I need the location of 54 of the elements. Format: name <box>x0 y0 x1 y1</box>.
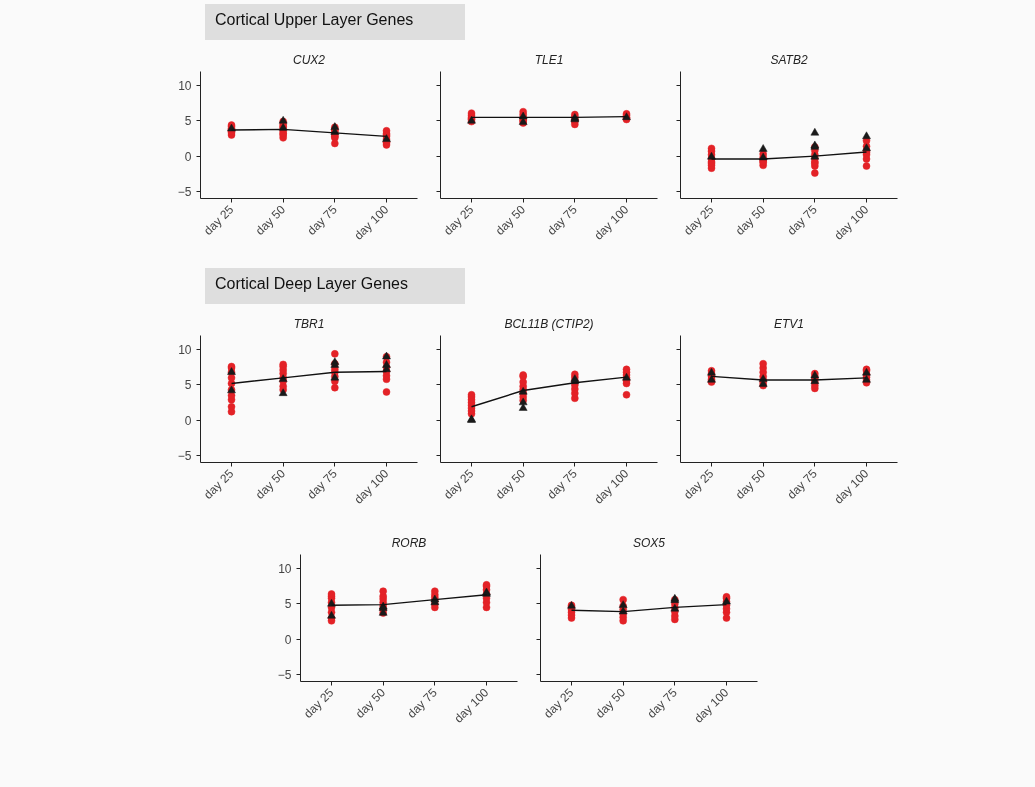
x-tick-label: day 50 <box>252 466 289 502</box>
x-tick-label: day 100 <box>451 685 492 726</box>
x-tick-label: day 75 <box>784 466 821 502</box>
x-tick-label: day 50 <box>592 685 629 721</box>
x-tick-label: day 25 <box>441 202 477 238</box>
x-tick-label: day 75 <box>304 466 341 502</box>
y-tick-label: 10 <box>178 79 192 94</box>
chart-title: TBR1 <box>293 316 325 331</box>
x-tick-label: day 100 <box>591 202 632 243</box>
x-tick-label: day 100 <box>351 202 392 243</box>
chart-title: SATB2 <box>770 52 808 67</box>
x-tick-label: day 100 <box>831 466 872 507</box>
y-tick-label: 5 <box>284 597 292 612</box>
x-tick-label: day 50 <box>732 202 769 238</box>
x-tick-label: day 100 <box>591 466 632 507</box>
y-tick-label: −5 <box>177 184 192 199</box>
text: Cortical Deep Layer Genes <box>215 274 408 294</box>
x-tick-label: day 75 <box>304 202 341 238</box>
chart-title: TLE1 <box>534 52 564 67</box>
x-tick-label: day 100 <box>691 685 732 726</box>
x-tick-label: day 25 <box>201 466 237 502</box>
y-tick-label: −5 <box>277 667 292 682</box>
x-tick-label: day 25 <box>441 466 477 502</box>
x-tick-label: day 25 <box>681 466 717 502</box>
y-tick-label: −5 <box>177 448 192 463</box>
chart-title: SOX5 <box>632 535 666 550</box>
y-tick-label: 5 <box>184 378 192 393</box>
chart-title: ETV1 <box>773 316 805 331</box>
x-tick-label: day 75 <box>644 685 681 721</box>
x-tick-label: day 50 <box>252 202 289 238</box>
x-tick-label: day 75 <box>404 685 441 721</box>
text: Cortical Upper Layer Genes <box>215 10 414 30</box>
y-tick-label: 0 <box>184 413 192 428</box>
x-tick-label: day 75 <box>544 466 581 502</box>
chart-title: BCL11B (CTIP2) <box>504 316 594 331</box>
chart-title: CUX2 <box>293 52 326 67</box>
x-tick-label: day 100 <box>831 202 872 243</box>
chart-title: RORB <box>391 535 427 550</box>
x-tick-label: day 25 <box>541 685 577 721</box>
y-tick-label: 10 <box>178 343 192 358</box>
x-tick-label: day 75 <box>784 202 821 238</box>
y-tick-label: 10 <box>278 562 292 577</box>
x-tick-label: day 25 <box>201 202 237 238</box>
x-tick-label: day 50 <box>492 466 529 502</box>
y-tick-label: 0 <box>184 149 192 164</box>
x-tick-label: day 50 <box>732 466 769 502</box>
x-tick-label: day 50 <box>352 685 389 721</box>
y-tick-label: 5 <box>184 114 192 129</box>
x-tick-label: day 25 <box>301 685 337 721</box>
y-tick-label: 0 <box>284 632 292 647</box>
x-tick-label: day 75 <box>544 202 581 238</box>
x-tick-label: day 100 <box>351 466 392 507</box>
x-tick-label: day 50 <box>492 202 529 238</box>
x-tick-label: day 25 <box>681 202 717 238</box>
